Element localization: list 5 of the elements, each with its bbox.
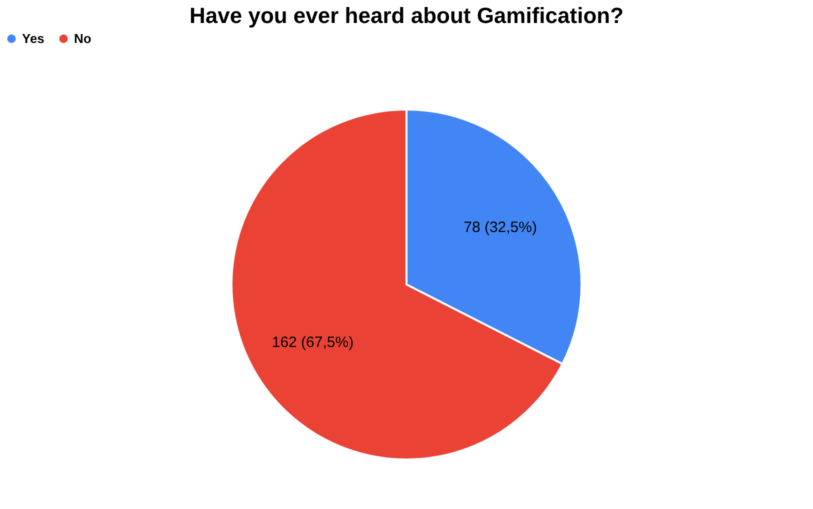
chart-title: Have you ever heard about Gamification? (189, 3, 624, 28)
legend-label: Yes (22, 30, 44, 46)
legend-label: No (74, 30, 92, 46)
data-label: 78 (32,5%) (464, 219, 537, 236)
data-label: 162 (67,5%) (272, 334, 354, 351)
